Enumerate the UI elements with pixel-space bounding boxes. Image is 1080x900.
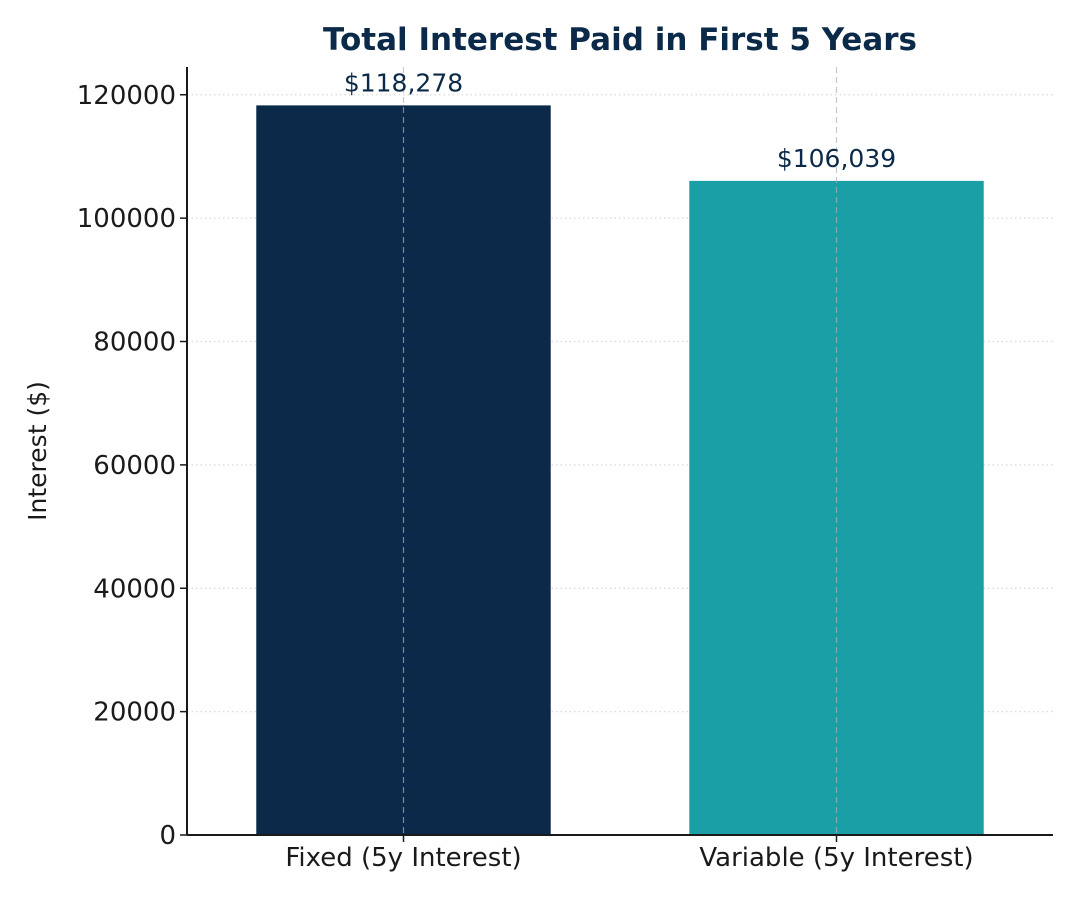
y-tick-label: 40000 [93,574,176,604]
data-labels-layer: $118,278 $106,039 [344,68,896,172]
data-label: $106,039 [777,144,896,173]
y-axis-title: Interest ($) [23,381,52,521]
y-tick-label: 60000 [93,451,176,481]
axes-layer [186,67,1053,836]
y-tick-label: 120000 [77,81,176,111]
x-tick-label: Fixed (5y Interest) [285,843,521,873]
chart-title: Total Interest Paid in First 5 Years [323,22,917,58]
y-tick-label: 80000 [93,328,176,358]
bars-layer [256,105,984,836]
y-tick-label: 100000 [77,204,176,234]
vertical-grid-layer [402,67,838,835]
y-tick-label: 20000 [93,698,176,728]
x-tick-label: Variable (5y Interest) [699,843,973,873]
data-label: $118,278 [344,68,463,97]
y-tick-label: 0 [159,821,176,851]
ticks-layer: Fixed (5y Interest) Variable (5y Interest… [77,81,974,873]
